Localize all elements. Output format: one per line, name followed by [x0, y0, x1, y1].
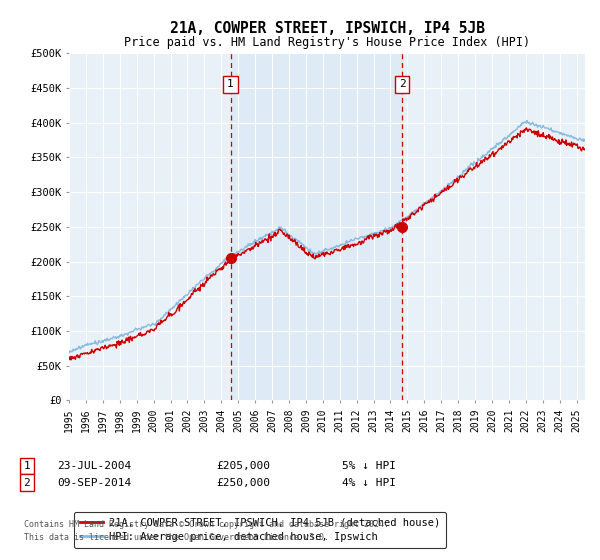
- Text: 2: 2: [23, 478, 31, 488]
- Text: Contains HM Land Registry data © Crown copyright and database right 2024.: Contains HM Land Registry data © Crown c…: [24, 520, 389, 529]
- Text: 1: 1: [227, 80, 234, 90]
- Text: Price paid vs. HM Land Registry's House Price Index (HPI): Price paid vs. HM Land Registry's House …: [124, 36, 530, 49]
- Text: 21A, COWPER STREET, IPSWICH, IP4 5JB: 21A, COWPER STREET, IPSWICH, IP4 5JB: [170, 21, 485, 36]
- Text: 5% ↓ HPI: 5% ↓ HPI: [342, 461, 396, 471]
- Text: £250,000: £250,000: [216, 478, 270, 488]
- Text: £205,000: £205,000: [216, 461, 270, 471]
- Text: This data is licensed under the Open Government Licence v3.0.: This data is licensed under the Open Gov…: [24, 533, 329, 542]
- Text: 1: 1: [23, 461, 31, 471]
- Text: 2: 2: [399, 80, 406, 90]
- Text: 4% ↓ HPI: 4% ↓ HPI: [342, 478, 396, 488]
- Text: 09-SEP-2014: 09-SEP-2014: [57, 478, 131, 488]
- Legend: 21A, COWPER STREET, IPSWICH, IP4 5JB (detached house), HPI: Average price, detac: 21A, COWPER STREET, IPSWICH, IP4 5JB (de…: [74, 511, 446, 548]
- Text: 23-JUL-2004: 23-JUL-2004: [57, 461, 131, 471]
- Bar: [230, 53, 402, 400]
